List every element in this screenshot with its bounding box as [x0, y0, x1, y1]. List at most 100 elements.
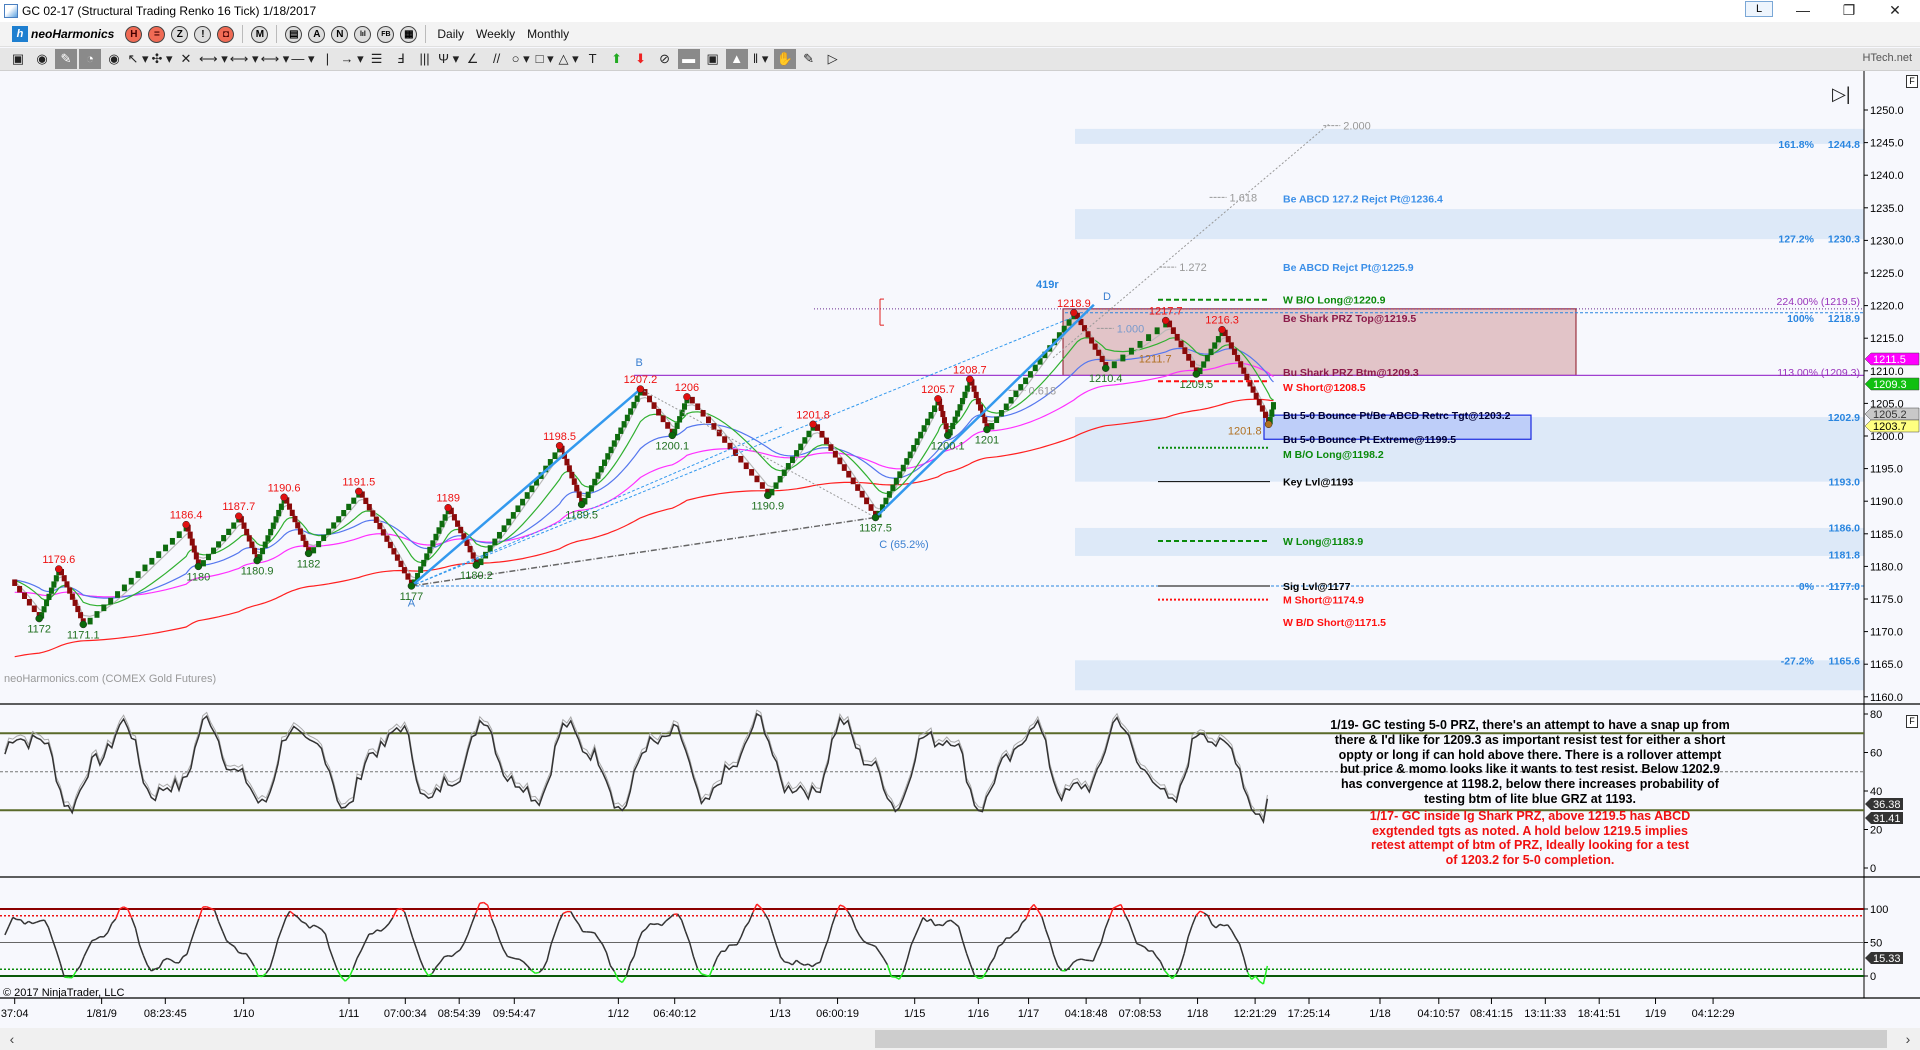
scroll-right-button[interactable]: ›	[1905, 1031, 1911, 1047]
osc2-line-segment	[546, 944, 552, 961]
cursor-icon[interactable]: ↖ ▾	[127, 51, 149, 66]
osc2-line-segment	[835, 904, 841, 915]
osc2-line-segment	[494, 928, 501, 941]
arrow-down-icon[interactable]: ⬇	[635, 51, 647, 66]
osc2-line-segment	[1057, 965, 1063, 972]
scrollbar-thumb[interactable]	[875, 1030, 1887, 1048]
region-icon[interactable]: ⊘	[659, 51, 671, 66]
l-button[interactable]: L	[1745, 1, 1773, 17]
layout-button[interactable]: ▦	[400, 25, 418, 43]
f-button-price[interactable]: F	[1906, 75, 1918, 88]
snapshot-icon[interactable]: ▣	[11, 51, 25, 66]
horizontal-line-icon[interactable]: — ▾	[291, 51, 315, 66]
play-icon[interactable]: ▷	[827, 51, 838, 66]
renko-brick-up	[418, 566, 424, 573]
osc2-line-segment	[736, 936, 742, 946]
arrow-up-icon[interactable]: ⬆	[611, 51, 623, 66]
renko-brick-down	[464, 539, 470, 546]
n-button[interactable]: N	[331, 25, 349, 43]
fb-button[interactable]: FB	[377, 25, 395, 43]
alert-button[interactable]: !	[194, 25, 212, 43]
triangle-icon[interactable]: △ ▾	[558, 51, 579, 66]
renko-brick-down	[1099, 355, 1105, 363]
indicator-icon[interactable]: ▲	[725, 49, 748, 69]
renko-brick-down	[1096, 349, 1102, 356]
renko-brick-up	[608, 446, 614, 454]
minus-box-icon[interactable]: ▬	[677, 49, 700, 69]
renko-brick-up	[931, 405, 937, 413]
rectangle-icon[interactable]: □ ▾	[535, 51, 554, 66]
extended-line-icon[interactable]: ⟷ ▾	[260, 51, 290, 66]
f-button[interactable]: F	[1906, 715, 1918, 728]
fib-time-icon[interactable]: |||	[419, 51, 430, 66]
renko-brick-down	[246, 535, 252, 542]
chart-app-icon	[4, 4, 18, 18]
brush-icon[interactable]: ✎	[55, 49, 77, 69]
osc2-line-segment	[75, 965, 81, 972]
equal-button[interactable]: =	[148, 25, 166, 43]
monthly-link[interactable]: Monthly	[527, 27, 570, 41]
crosshair-icon[interactable]: ✣ ▾	[151, 51, 173, 66]
bars-button[interactable]: lıl	[354, 25, 372, 43]
hand-icon[interactable]: ✋	[773, 49, 796, 69]
gann-fan-icon[interactable]: ∠	[466, 51, 479, 66]
risk-reward-icon[interactable]: ⟷ ▾	[229, 51, 259, 66]
renko-brick-up	[911, 444, 917, 452]
ruler-icon[interactable]: ⟷ ▾	[199, 51, 228, 66]
osc2-line-segment	[423, 969, 429, 977]
pie-icon[interactable]: ◔	[79, 49, 101, 69]
osc2-line-segment	[894, 976, 900, 980]
alt-button[interactable]: A	[308, 25, 326, 43]
grid-button[interactable]: ▤	[285, 25, 303, 43]
time-axis-label: 06:40:12	[653, 1008, 696, 1020]
osc1-value-badge	[1865, 812, 1903, 824]
point-b-label: B	[636, 357, 643, 369]
h-button[interactable]: H	[125, 25, 143, 43]
renko-brick-up	[547, 459, 553, 466]
fib-extension-icon[interactable]: Ⅎ	[396, 51, 405, 66]
renko-brick-up	[216, 541, 222, 548]
osc2-line-segment	[1017, 922, 1023, 932]
minimize-button[interactable]: —	[1796, 2, 1810, 18]
osc2-line-segment	[483, 901, 489, 906]
weekly-link[interactable]: Weekly	[476, 27, 516, 41]
osc2-line-segment	[851, 917, 857, 929]
pitchfork-icon[interactable]: Ψ ▾	[438, 51, 460, 66]
m-button[interactable]: M	[251, 25, 269, 43]
neoharmonics-logo[interactable]: h neoHarmonics	[12, 26, 114, 42]
remove-drawings-icon[interactable]: ✕	[180, 51, 192, 66]
osc2-line-segment	[756, 903, 762, 909]
data-box-icon[interactable]: ▣	[706, 51, 719, 66]
arrow-line-icon[interactable]: → ▾	[340, 51, 364, 66]
daily-link[interactable]: Daily	[437, 27, 465, 41]
osc2-line-segment	[190, 929, 196, 942]
close-button[interactable]: ✕	[1889, 2, 1901, 18]
renko-brick-down	[711, 423, 717, 430]
osc2-line-segment	[336, 969, 342, 978]
osc2-line-segment	[439, 956, 445, 963]
renko-brick-down	[67, 587, 73, 594]
fib-retracement-icon[interactable]: ☰	[370, 51, 383, 66]
swing-low-dot	[472, 561, 481, 569]
eye-green-icon[interactable]: ◉	[108, 51, 120, 66]
parallel-channel-icon[interactable]: //	[493, 51, 501, 66]
z-button[interactable]: Z	[171, 25, 189, 43]
osc2-line-segment	[784, 961, 789, 964]
camera-button[interactable]: ◘	[217, 25, 235, 43]
vertical-line-icon[interactable]: |	[325, 51, 330, 66]
osc2-line-segment	[305, 922, 311, 929]
text-icon[interactable]: T	[588, 51, 597, 66]
ellipse-icon[interactable]: ○ ▾	[511, 51, 530, 66]
osc2-line-segment	[601, 943, 608, 953]
level-label: M Short@1174.9	[1283, 595, 1364, 607]
renko-brick-down	[1228, 342, 1234, 349]
renko-brick-down	[1174, 333, 1180, 341]
eye-red-icon[interactable]: ◉	[36, 51, 48, 66]
osc2-line-segment	[637, 931, 643, 942]
strategy-icon[interactable]: ‖ ▾	[752, 51, 769, 66]
draw-icon[interactable]: ✎	[803, 51, 815, 66]
scroll-left-button[interactable]: ‹	[9, 1031, 15, 1047]
restore-button[interactable]: ❐	[1842, 2, 1856, 18]
